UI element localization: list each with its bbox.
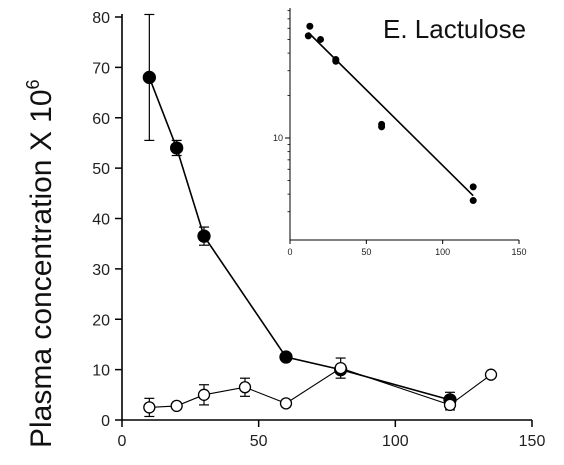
data-point-filled	[197, 229, 211, 243]
y-tick-label: 20	[92, 312, 110, 329]
y-tick-label: 0	[101, 413, 110, 430]
x-tick-label: 150	[519, 433, 546, 450]
inset-x-tick-label: 100	[435, 247, 450, 257]
y-axis-label-superscript: 6	[23, 79, 43, 89]
series-line-filled	[148, 77, 451, 401]
y-tick-group: 0 10 20 30 40 50 60 70 80	[92, 10, 122, 430]
inset-x-tick-label: 50	[361, 247, 371, 257]
x-tick-label: 0	[118, 433, 127, 450]
inset-data-point	[378, 123, 386, 131]
y-tick-label: 50	[92, 161, 110, 178]
data-point-open	[170, 399, 183, 413]
data-point-open	[334, 361, 347, 375]
data-point-filled	[170, 141, 184, 155]
inset-plot: 0 50 100 150 10	[273, 8, 527, 257]
data-point-open	[143, 401, 156, 414]
inset-data-point	[317, 35, 325, 43]
x-tick-label: 100	[382, 433, 409, 450]
data-point-open	[197, 388, 211, 401]
data-point-filled	[142, 70, 156, 85]
data-point-open	[279, 397, 293, 410]
inset-fit-line	[307, 31, 474, 197]
inset-data-point	[469, 183, 477, 191]
series-group	[142, 13, 498, 418]
inset-data-point	[306, 22, 314, 30]
y-tick-label: 60	[92, 111, 110, 128]
series-line-open	[149, 367, 492, 408]
x-tick-label: 50	[250, 433, 268, 450]
inset-tick-group: 0 50 100 150 10	[273, 10, 527, 257]
x-tick-group: 0 50 100 150	[118, 420, 546, 450]
data-point-open	[238, 381, 252, 394]
inset-series-group	[304, 22, 477, 205]
y-tick-label: 80	[92, 10, 110, 27]
y-axis-label: Plasma concentration X 106	[23, 79, 58, 448]
inset-x-tick-label: 150	[511, 247, 526, 257]
inset-data-point	[469, 197, 477, 205]
data-point-filled	[279, 350, 293, 364]
inset-y-tick-label: 10	[273, 133, 283, 143]
inset-x-tick-label: 0	[287, 247, 292, 257]
y-axis-label-main: Plasma concentration X 10	[25, 89, 58, 448]
inset-data-point	[304, 32, 312, 40]
data-point-open	[443, 398, 457, 412]
data-point-open	[484, 368, 498, 381]
y-tick-label: 30	[92, 262, 110, 279]
y-tick-label: 40	[92, 212, 110, 229]
chart-title: E. Lactulose	[383, 14, 526, 44]
inset-data-point	[332, 57, 340, 65]
y-tick-label: 10	[92, 363, 110, 380]
y-tick-label: 70	[92, 60, 110, 77]
